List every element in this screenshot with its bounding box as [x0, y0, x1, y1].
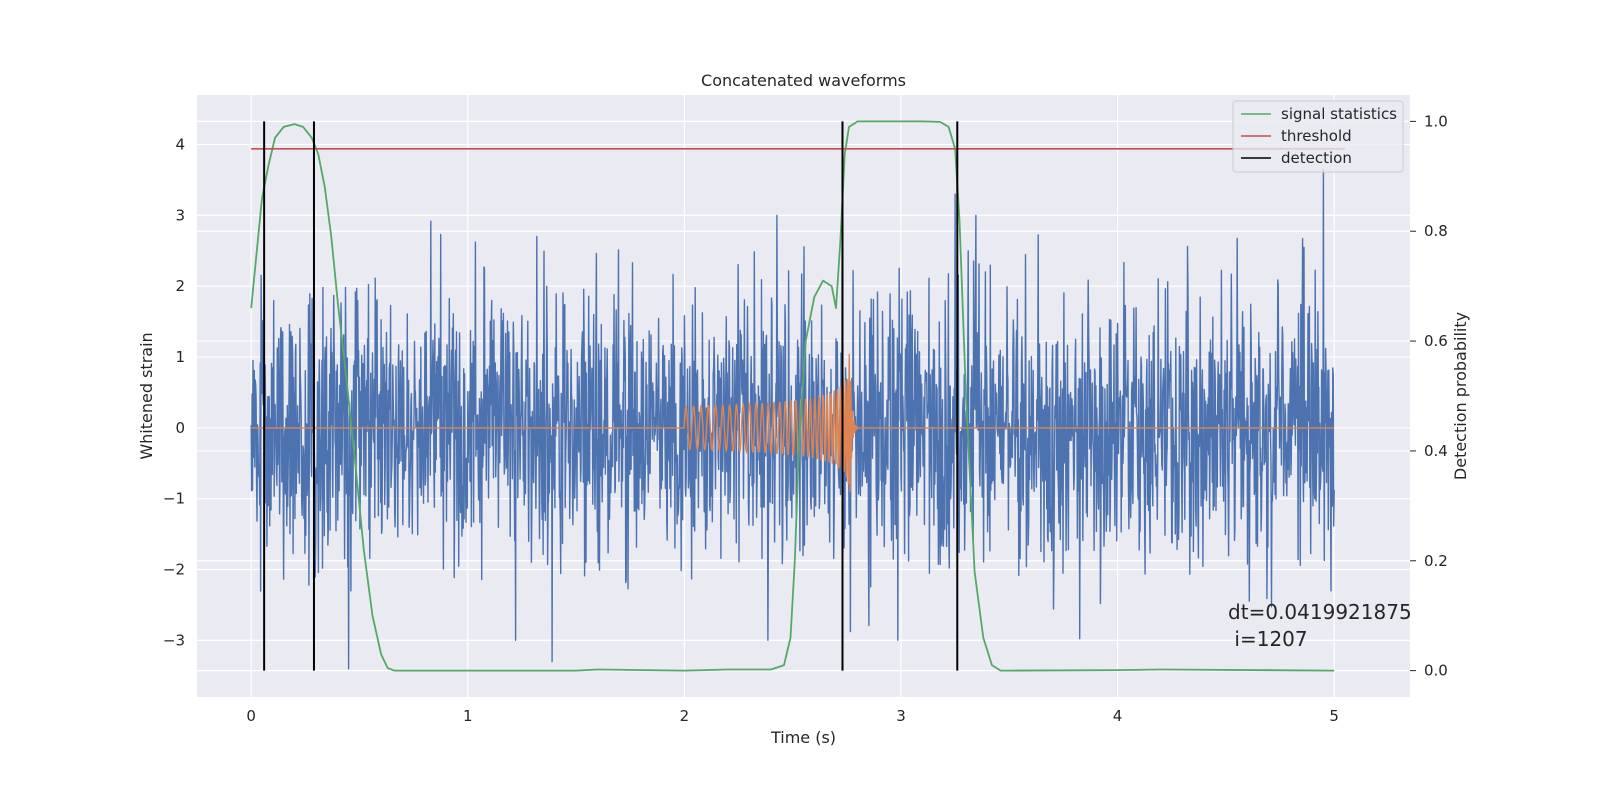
legend: signal statistics threshold detection	[1232, 100, 1404, 173]
y-right-tick-label: 0.0	[1424, 662, 1448, 680]
legend-label-detection: detection	[1281, 149, 1352, 167]
y-right-tick-label: 1.0	[1424, 112, 1448, 130]
chart-title: Concatenated waveforms	[701, 71, 906, 90]
y-tick-label: 2	[175, 277, 185, 295]
signal-statistics-line	[250, 120, 1335, 672]
y-tick-label: −3	[163, 631, 185, 649]
y-tick-label: 0	[175, 419, 185, 437]
y-tick-label: 3	[175, 206, 185, 224]
y-right-tick-label: 0.4	[1424, 442, 1448, 460]
x-tick-label: 3	[896, 707, 906, 725]
y-tick-label: −2	[163, 561, 185, 579]
y-axis-label-right: Detection probability	[1451, 312, 1470, 480]
y-tick-label: −1	[163, 490, 185, 508]
noise-series	[250, 129, 1335, 670]
x-tick-label: 4	[1113, 707, 1123, 725]
x-tick-label: 0	[246, 707, 256, 725]
annotation-index: i=1207	[1228, 627, 1308, 651]
x-tick-label: 5	[1329, 707, 1339, 725]
noise-line	[250, 129, 1335, 670]
y-right-tick-label: 0.8	[1424, 222, 1448, 240]
y-axis-label-left: Whitened strain	[137, 332, 156, 459]
x-tick-label: 1	[463, 707, 473, 725]
chirp-series	[251, 353, 1335, 492]
tick-labels: 0 1 2 3 4 5 −3 −2 −1 0 1 2 3 4 0.0 0.2 0.4 0.6 0.8 1.0	[163, 112, 1448, 725]
x-tick-label: 2	[680, 707, 690, 725]
annotation-dt: dt=0.0419921875	[1228, 600, 1412, 624]
legend-box	[1232, 100, 1404, 173]
chirp-line	[251, 353, 1335, 492]
y-right-tick-label: 0.2	[1424, 552, 1448, 570]
probability-series	[250, 120, 1346, 672]
x-axis-label: Time (s)	[770, 728, 836, 747]
y-tick-label: 4	[175, 136, 185, 154]
legend-label-signal-statistics: signal statistics	[1281, 105, 1397, 123]
y-tick-label: 1	[175, 348, 185, 366]
y-right-tick-label: 0.6	[1424, 332, 1448, 350]
legend-label-threshold: threshold	[1281, 127, 1352, 145]
